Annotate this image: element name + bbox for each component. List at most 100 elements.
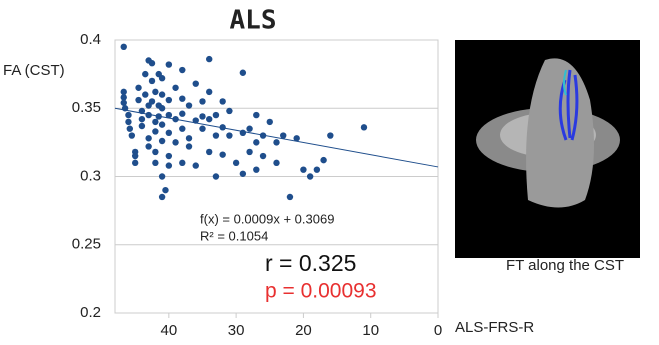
point — [253, 166, 259, 172]
point — [213, 173, 219, 179]
point — [121, 100, 127, 106]
point — [206, 56, 212, 62]
y-axis-label: FA (CST) — [3, 62, 65, 79]
point — [186, 135, 192, 141]
page: {"chart_data": {"type": "scatter", "titl… — [0, 0, 659, 345]
point — [253, 139, 259, 145]
point — [162, 187, 168, 193]
point — [122, 105, 128, 111]
point — [121, 94, 127, 100]
point — [199, 113, 205, 119]
point — [253, 112, 259, 118]
point — [125, 112, 131, 118]
x-tick-label: 0 — [434, 322, 442, 339]
point — [193, 162, 199, 168]
point — [320, 157, 326, 163]
y-tick-label: 0.25 — [72, 236, 101, 253]
r-squared: R² = 0.1054 — [200, 228, 268, 243]
point — [273, 160, 279, 166]
point — [179, 95, 185, 101]
point — [149, 60, 155, 66]
point — [219, 151, 225, 157]
chart-title: ALS — [230, 6, 277, 36]
x-tick-label: 10 — [362, 322, 379, 339]
point — [125, 119, 131, 125]
point — [206, 116, 212, 122]
point — [179, 126, 185, 132]
x-axis-label: ALS-FRS-R — [455, 319, 534, 336]
point — [327, 132, 333, 138]
point — [213, 112, 219, 118]
equation: f(x) = 0.0009x + 0.3069 — [200, 211, 334, 226]
chart: ALS FA (CST) ALS-FRS-R f(x) = 0.0009x + … — [0, 0, 659, 340]
point — [139, 116, 145, 122]
point — [300, 166, 306, 172]
point — [361, 124, 367, 130]
point — [240, 171, 246, 177]
point — [132, 153, 138, 159]
point — [166, 112, 172, 118]
point — [260, 132, 266, 138]
point — [273, 139, 279, 145]
point — [193, 80, 199, 86]
point — [226, 108, 232, 114]
point — [166, 61, 172, 67]
point — [166, 162, 172, 168]
point — [145, 143, 151, 149]
point — [246, 126, 252, 132]
image-caption: FT along the CST — [506, 257, 624, 274]
point — [206, 149, 212, 155]
point — [186, 143, 192, 149]
point — [219, 124, 225, 130]
point — [149, 98, 155, 104]
point — [260, 153, 266, 159]
point — [142, 71, 148, 77]
point — [166, 153, 172, 159]
y-tick-label: 0.3 — [80, 167, 101, 184]
trendline — [115, 108, 438, 167]
point — [293, 135, 299, 141]
point — [226, 132, 232, 138]
point — [172, 85, 178, 91]
y-tick-label: 0.35 — [72, 99, 101, 116]
point — [159, 91, 165, 97]
point — [159, 194, 165, 200]
y-tick-label: 0.2 — [80, 304, 101, 321]
point — [193, 117, 199, 123]
point — [152, 160, 158, 166]
point — [145, 112, 151, 118]
point — [307, 173, 313, 179]
point — [159, 75, 165, 81]
point — [127, 126, 133, 132]
point — [240, 70, 246, 76]
point — [213, 132, 219, 138]
x-tick-label: 40 — [160, 322, 177, 339]
point — [287, 194, 293, 200]
point — [132, 160, 138, 166]
point — [129, 132, 135, 138]
point — [145, 135, 151, 141]
brain-image — [455, 40, 640, 258]
point — [159, 105, 165, 111]
point — [152, 119, 158, 125]
point — [199, 98, 205, 104]
point — [240, 130, 246, 136]
point — [152, 128, 158, 134]
point — [206, 89, 212, 95]
point — [186, 102, 192, 108]
point — [152, 89, 158, 95]
x-tick-label: 30 — [228, 322, 245, 339]
y-tick-label: 0.4 — [80, 31, 101, 48]
point — [179, 160, 185, 166]
point — [219, 98, 225, 104]
point — [280, 132, 286, 138]
point — [135, 85, 141, 91]
point — [166, 130, 172, 136]
point — [139, 123, 145, 129]
point — [166, 97, 172, 103]
point — [121, 89, 127, 95]
point — [152, 149, 158, 155]
p-value: p = 0.00093 — [265, 280, 377, 303]
point — [139, 108, 145, 114]
point — [156, 113, 162, 119]
